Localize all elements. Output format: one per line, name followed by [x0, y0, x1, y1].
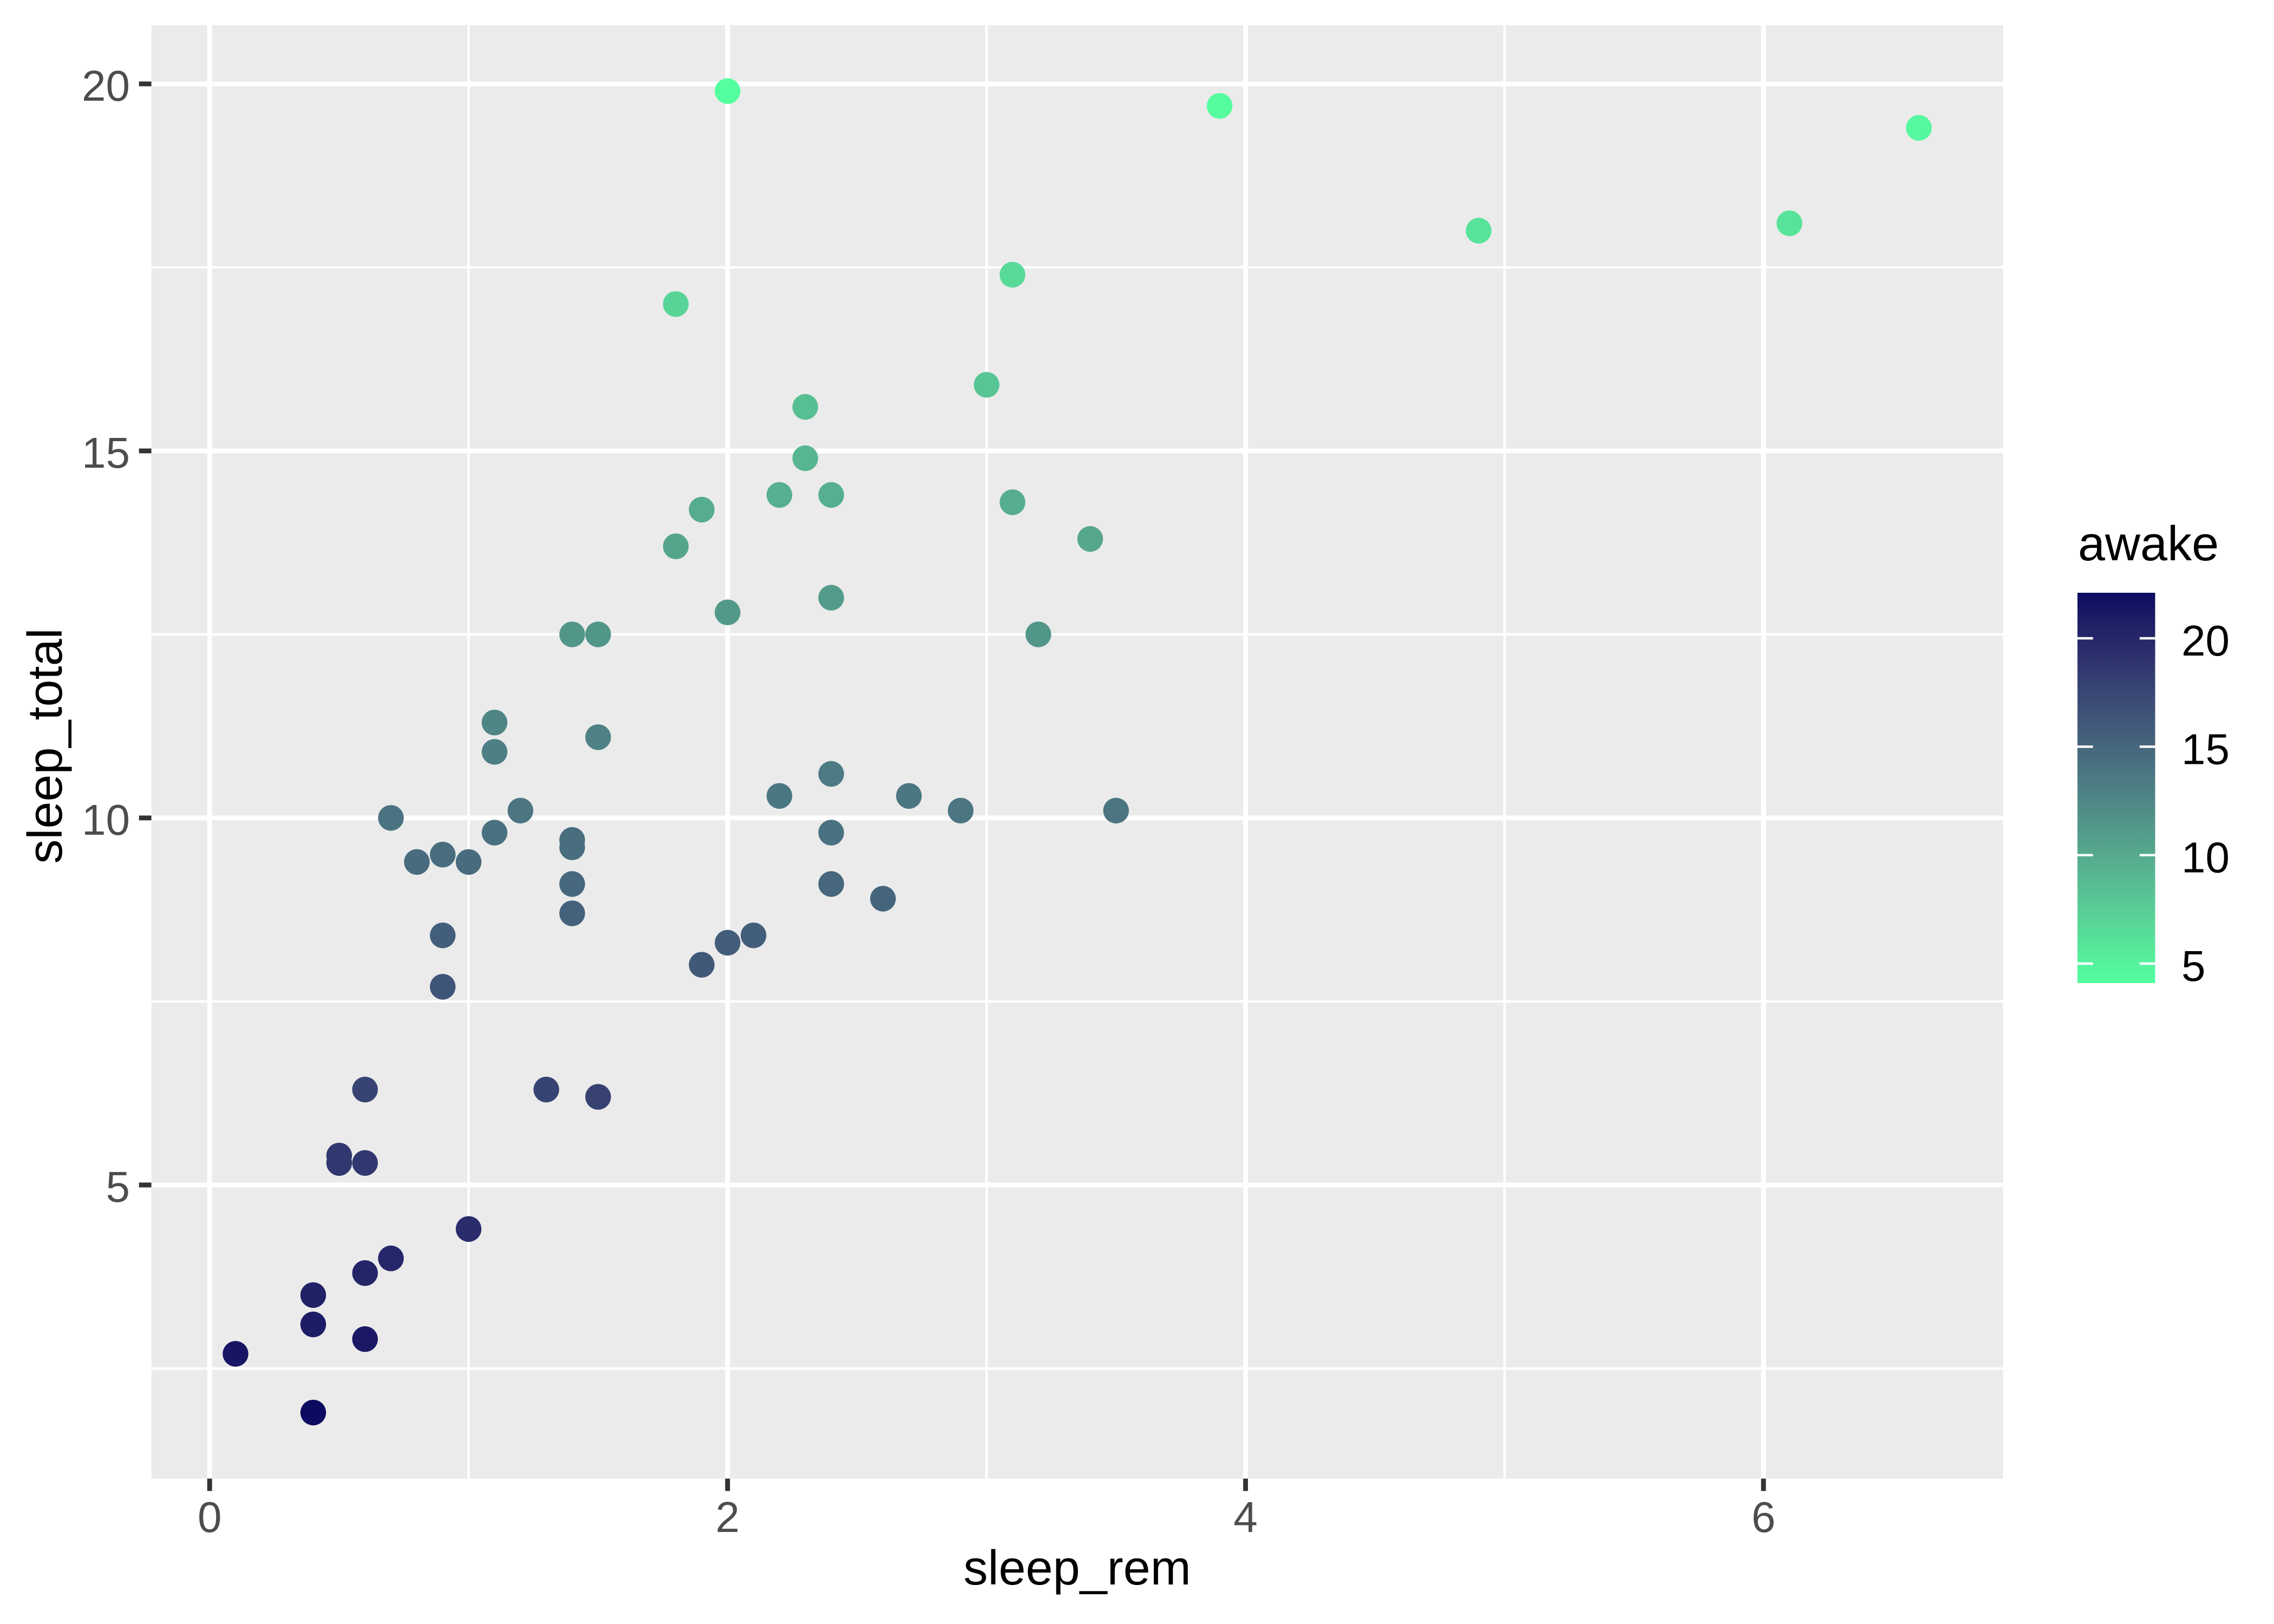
svg-text:awake: awake [2078, 517, 2219, 571]
svg-text:sleep_rem: sleep_rem [963, 1541, 1191, 1595]
svg-text:5: 5 [2181, 942, 2206, 990]
svg-text:6: 6 [1752, 1493, 1776, 1541]
svg-text:10: 10 [2181, 834, 2230, 882]
svg-text:2: 2 [716, 1493, 740, 1541]
svg-text:5: 5 [106, 1163, 130, 1211]
svg-text:sleep_total: sleep_total [18, 628, 73, 863]
svg-text:4: 4 [1233, 1493, 1258, 1541]
svg-text:20: 20 [2181, 617, 2230, 665]
svg-text:20: 20 [82, 62, 130, 110]
svg-text:10: 10 [82, 796, 130, 844]
svg-text:0: 0 [198, 1493, 222, 1541]
svg-text:15: 15 [82, 429, 130, 477]
svg-text:15: 15 [2181, 725, 2230, 773]
